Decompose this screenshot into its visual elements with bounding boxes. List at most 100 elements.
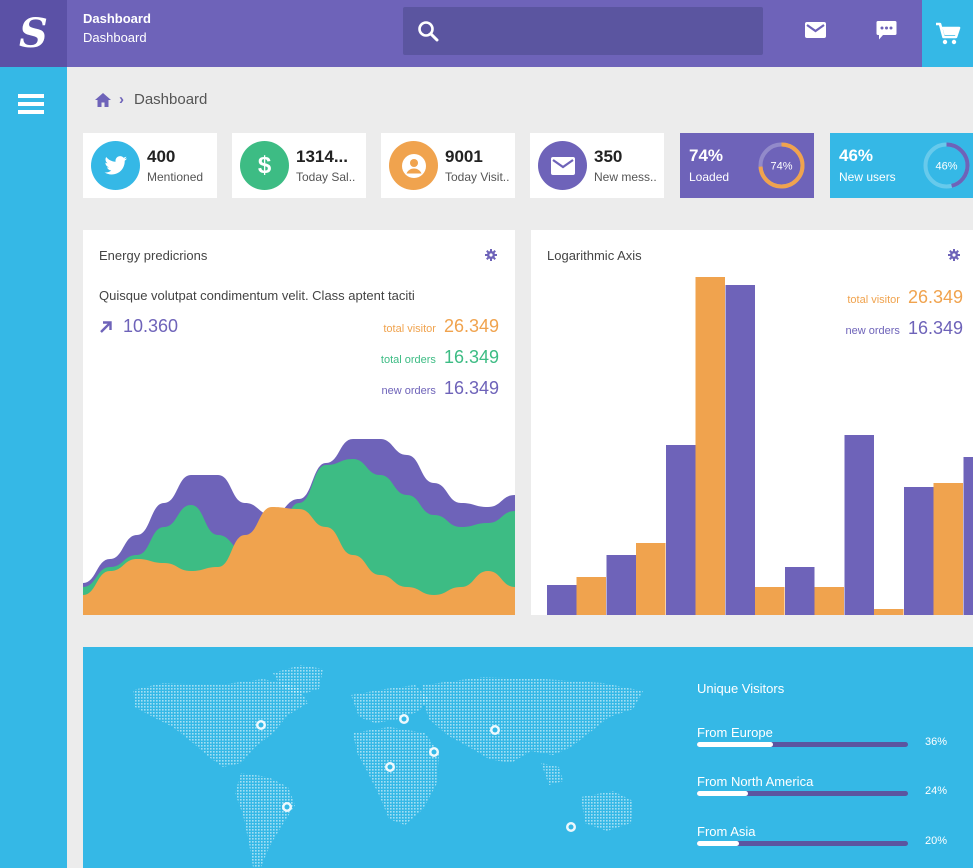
energy-panel: Energy predicrions Quisque volutpat cond… bbox=[83, 230, 515, 615]
stat-key: total visitor bbox=[383, 323, 436, 335]
bar-chart bbox=[547, 277, 973, 615]
bar-s0-g2 bbox=[666, 445, 696, 615]
bar-s1-g6 bbox=[933, 483, 963, 615]
mail-icon[interactable] bbox=[805, 22, 826, 38]
top-header: S Dashboard Dashboard bbox=[0, 0, 973, 67]
visitor-percent: 24% bbox=[925, 785, 948, 797]
progress-ring: 46% bbox=[923, 142, 970, 189]
stat-label: Mentioned bbox=[147, 170, 204, 184]
visitor-label: From Asia bbox=[697, 824, 756, 839]
envelope-icon bbox=[538, 141, 587, 190]
visitor-progress-bar bbox=[697, 742, 908, 747]
cart-icon bbox=[935, 22, 960, 44]
log-stat-visitor: total visitor 26.349 bbox=[847, 287, 963, 308]
bar-s0-g0 bbox=[547, 585, 577, 615]
stat-key: total visitor bbox=[847, 294, 900, 306]
stat-key: total orders bbox=[380, 354, 436, 366]
stat-val: 26.349 bbox=[907, 287, 963, 307]
bar-s1-g0 bbox=[576, 577, 606, 615]
chat-icon[interactable] bbox=[876, 20, 897, 41]
gear-icon[interactable] bbox=[485, 249, 497, 261]
progress-card-new-users[interactable]: 46% New users 46% bbox=[830, 133, 973, 198]
search-bar[interactable] bbox=[403, 7, 763, 55]
visitors-map-section: Unique Visitors From Europe 36% From Nor… bbox=[83, 647, 973, 868]
visitor-label: From Europe bbox=[697, 725, 773, 740]
header-title: Dashboard bbox=[83, 11, 151, 26]
trend-stat: 10.360 bbox=[99, 316, 178, 337]
panel-title: Logarithmic Axis bbox=[547, 248, 642, 263]
stat-val: 26.349 bbox=[443, 316, 499, 336]
visitor-row-north-america: From North America 24% bbox=[697, 773, 957, 797]
dollar-icon: $ bbox=[240, 141, 289, 190]
bar-s1-g5 bbox=[874, 609, 904, 615]
progress-ring-text: 46% bbox=[935, 161, 957, 173]
area-series-0 bbox=[83, 507, 515, 615]
bar-s1-g4 bbox=[814, 587, 844, 615]
visitor-progress-bar bbox=[697, 841, 908, 846]
bar-s0-g5 bbox=[844, 435, 874, 615]
progress-ring-text: 74% bbox=[770, 161, 792, 173]
area-chart bbox=[83, 439, 515, 615]
log-stat-new-orders: new orders 16.349 bbox=[846, 318, 963, 339]
visitor-progress-bar bbox=[697, 791, 908, 796]
bar-s0-g6 bbox=[904, 487, 934, 615]
bar-s1-g3 bbox=[755, 587, 785, 615]
stat-value: 1314... bbox=[296, 147, 348, 166]
user-icon bbox=[389, 141, 438, 190]
stat-value: 9001 bbox=[445, 147, 483, 166]
logarithmic-panel: Logarithmic Axis total visitor 26.349 ne… bbox=[531, 230, 973, 615]
stat-value: 350 bbox=[594, 147, 623, 166]
progress-label: Loaded bbox=[689, 170, 730, 184]
breadcrumb: › Dashboard bbox=[95, 91, 207, 108]
panel-description: Quisque volutpat condimentum velit. Clas… bbox=[99, 288, 415, 303]
bar-s0-g1 bbox=[606, 555, 636, 615]
progress-value: 46% bbox=[839, 146, 874, 165]
trend-value: 10.360 bbox=[123, 316, 179, 336]
sidebar bbox=[0, 67, 67, 868]
logo-letter: S bbox=[19, 10, 48, 57]
energy-stat-orders: total orders 16.349 bbox=[381, 347, 499, 368]
menu-icon[interactable] bbox=[18, 94, 44, 114]
gear-icon[interactable] bbox=[948, 249, 960, 261]
unique-visitors-title: Unique Visitors bbox=[697, 681, 785, 696]
visitor-percent: 20% bbox=[925, 835, 948, 847]
stat-card-messages[interactable]: 350 New mess.. bbox=[530, 133, 664, 198]
progress-label: New users bbox=[839, 170, 896, 184]
stat-card-sales[interactable]: $ 1314... Today Sal.. bbox=[232, 133, 366, 198]
search-input[interactable] bbox=[451, 17, 751, 45]
trend-up-icon bbox=[100, 320, 112, 333]
stat-card-visits[interactable]: 9001 Today Visit.. bbox=[381, 133, 515, 198]
panel-title: Energy predicrions bbox=[99, 248, 208, 263]
energy-stat-visitor: total visitor 26.349 bbox=[383, 316, 499, 337]
visitor-row-asia: From Asia 20% bbox=[697, 823, 957, 847]
bar-s0-g4 bbox=[785, 567, 815, 615]
cart-button[interactable] bbox=[922, 0, 973, 67]
header-subtitle: Dashboard bbox=[83, 30, 147, 45]
energy-stat-new-orders: new orders 16.349 bbox=[382, 378, 499, 399]
twitter-icon bbox=[91, 141, 140, 190]
bar-s0-g7 bbox=[963, 457, 973, 615]
home-icon[interactable] bbox=[95, 92, 111, 107]
map-markers bbox=[256, 714, 576, 832]
search-icon[interactable] bbox=[417, 20, 439, 42]
app-logo[interactable]: S bbox=[0, 0, 67, 67]
breadcrumb-current: Dashboard bbox=[134, 91, 208, 108]
progress-ring: 74% bbox=[758, 142, 805, 189]
stat-label: Today Sal.. bbox=[296, 170, 356, 184]
bar-s0-g3 bbox=[725, 285, 755, 615]
progress-card-loaded[interactable]: 74% Loaded 74% bbox=[680, 133, 814, 198]
stat-val: 16.349 bbox=[907, 318, 963, 338]
bar-s1-g1 bbox=[636, 543, 666, 615]
stat-label: New mess.. bbox=[594, 170, 657, 184]
stat-label: Today Visit.. bbox=[445, 170, 510, 184]
visitor-percent: 36% bbox=[925, 736, 948, 748]
header-titles: Dashboard Dashboard bbox=[83, 11, 151, 45]
stat-key: new orders bbox=[845, 325, 900, 337]
stat-key: new orders bbox=[381, 385, 436, 397]
progress-value: 74% bbox=[689, 146, 724, 165]
stat-value: 400 bbox=[147, 147, 176, 166]
stat-val: 16.349 bbox=[443, 378, 499, 398]
stat-card-mentioned[interactable]: 400 Mentioned bbox=[83, 133, 217, 198]
chevron-right-icon: › bbox=[119, 91, 124, 108]
visitor-label: From North America bbox=[697, 774, 814, 789]
